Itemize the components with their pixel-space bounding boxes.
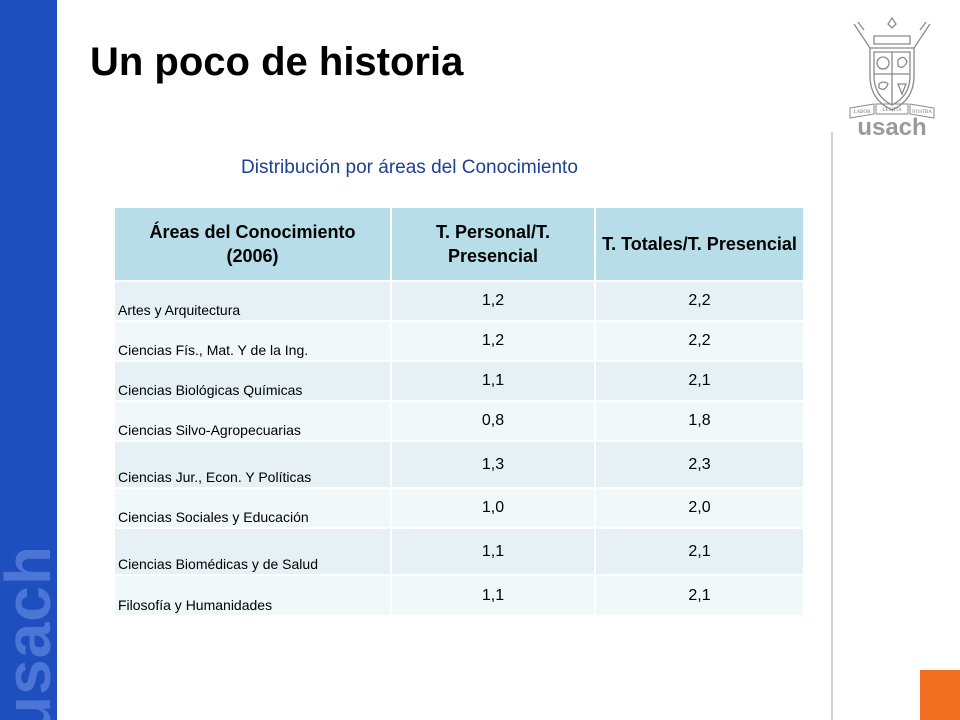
area-cell: Ciencias Jur., Econ. Y Políticas (115, 440, 392, 488)
table-row: Ciencias Biomédicas y de Salud 1,1 2,1 (115, 527, 803, 575)
table-row: Ciencias Biológicas Químicas 1,1 2,1 (115, 360, 803, 401)
slide-title: Un poco de historia (90, 40, 464, 84)
header-personal: T. Personal/T. Presencial (391, 208, 596, 281)
side-brand-text: usach (0, 545, 57, 720)
header-area: Áreas del Conocimiento (2006) (115, 208, 392, 281)
logo-ribbon-right: NOSTRA (912, 110, 932, 115)
area-cell: Ciencias Sociales y Educación (115, 487, 392, 528)
table-row: Ciencias Fís., Mat. Y de la Ing. 1,2 2,2 (115, 320, 803, 361)
personal-cell: 1,1 (391, 527, 596, 575)
slide-subtitle: Distribución por áreas del Conocimiento (241, 157, 578, 178)
knowledge-areas-table: Áreas del Conocimiento (2006) T. Persona… (115, 208, 803, 615)
header-totales: T. Totales/T. Presencial (595, 208, 803, 281)
area-cell: Ciencias Silvo-Agropecuarias (115, 400, 392, 441)
personal-cell: 1,1 (391, 574, 596, 615)
totales-cell: 2,1 (595, 360, 803, 401)
personal-cell: 1,2 (391, 320, 596, 361)
table-row: Ciencias Silvo-Agropecuarias 0,8 1,8 (115, 400, 803, 441)
totales-cell: 2,1 (595, 527, 803, 575)
totales-cell: 2,2 (595, 320, 803, 361)
area-cell: Ciencias Biológicas Químicas (115, 360, 392, 401)
orange-accent-block (920, 670, 960, 720)
area-cell: Filosofía y Humanidades (115, 574, 392, 615)
totales-cell: 2,1 (595, 574, 803, 615)
area-cell: Ciencias Fís., Mat. Y de la Ing. (115, 320, 392, 361)
area-cell: Artes y Arquitectura (115, 280, 392, 321)
personal-cell: 1,3 (391, 440, 596, 488)
university-crest-logo: LABOR LETITIA NOSTRA (849, 16, 935, 119)
personal-cell: 1,2 (391, 280, 596, 321)
personal-cell: 1,1 (391, 360, 596, 401)
table-row: Filosofía y Humanidades 1,1 2,1 (115, 574, 803, 615)
left-brand-bar: usach (0, 0, 57, 720)
area-cell: Ciencias Biomédicas y de Salud (115, 527, 392, 575)
table-row: Ciencias Sociales y Educación 1,0 2,0 (115, 487, 803, 528)
vertical-divider (831, 132, 833, 720)
logo-wordmark: usach (857, 114, 927, 141)
logo-ribbon-left: LABOR (854, 110, 872, 115)
table-header-row: Áreas del Conocimiento (2006) T. Persona… (115, 208, 803, 281)
totales-cell: 2,3 (595, 440, 803, 488)
logo-ribbon-center: LETITIA (882, 108, 902, 113)
totales-cell: 2,0 (595, 487, 803, 528)
personal-cell: 1,0 (391, 487, 596, 528)
table-row: Artes y Arquitectura 1,2 2,2 (115, 280, 803, 321)
table-row: Ciencias Jur., Econ. Y Políticas 1,3 2,3 (115, 440, 803, 488)
totales-cell: 1,8 (595, 400, 803, 441)
personal-cell: 0,8 (391, 400, 596, 441)
totales-cell: 2,2 (595, 280, 803, 321)
